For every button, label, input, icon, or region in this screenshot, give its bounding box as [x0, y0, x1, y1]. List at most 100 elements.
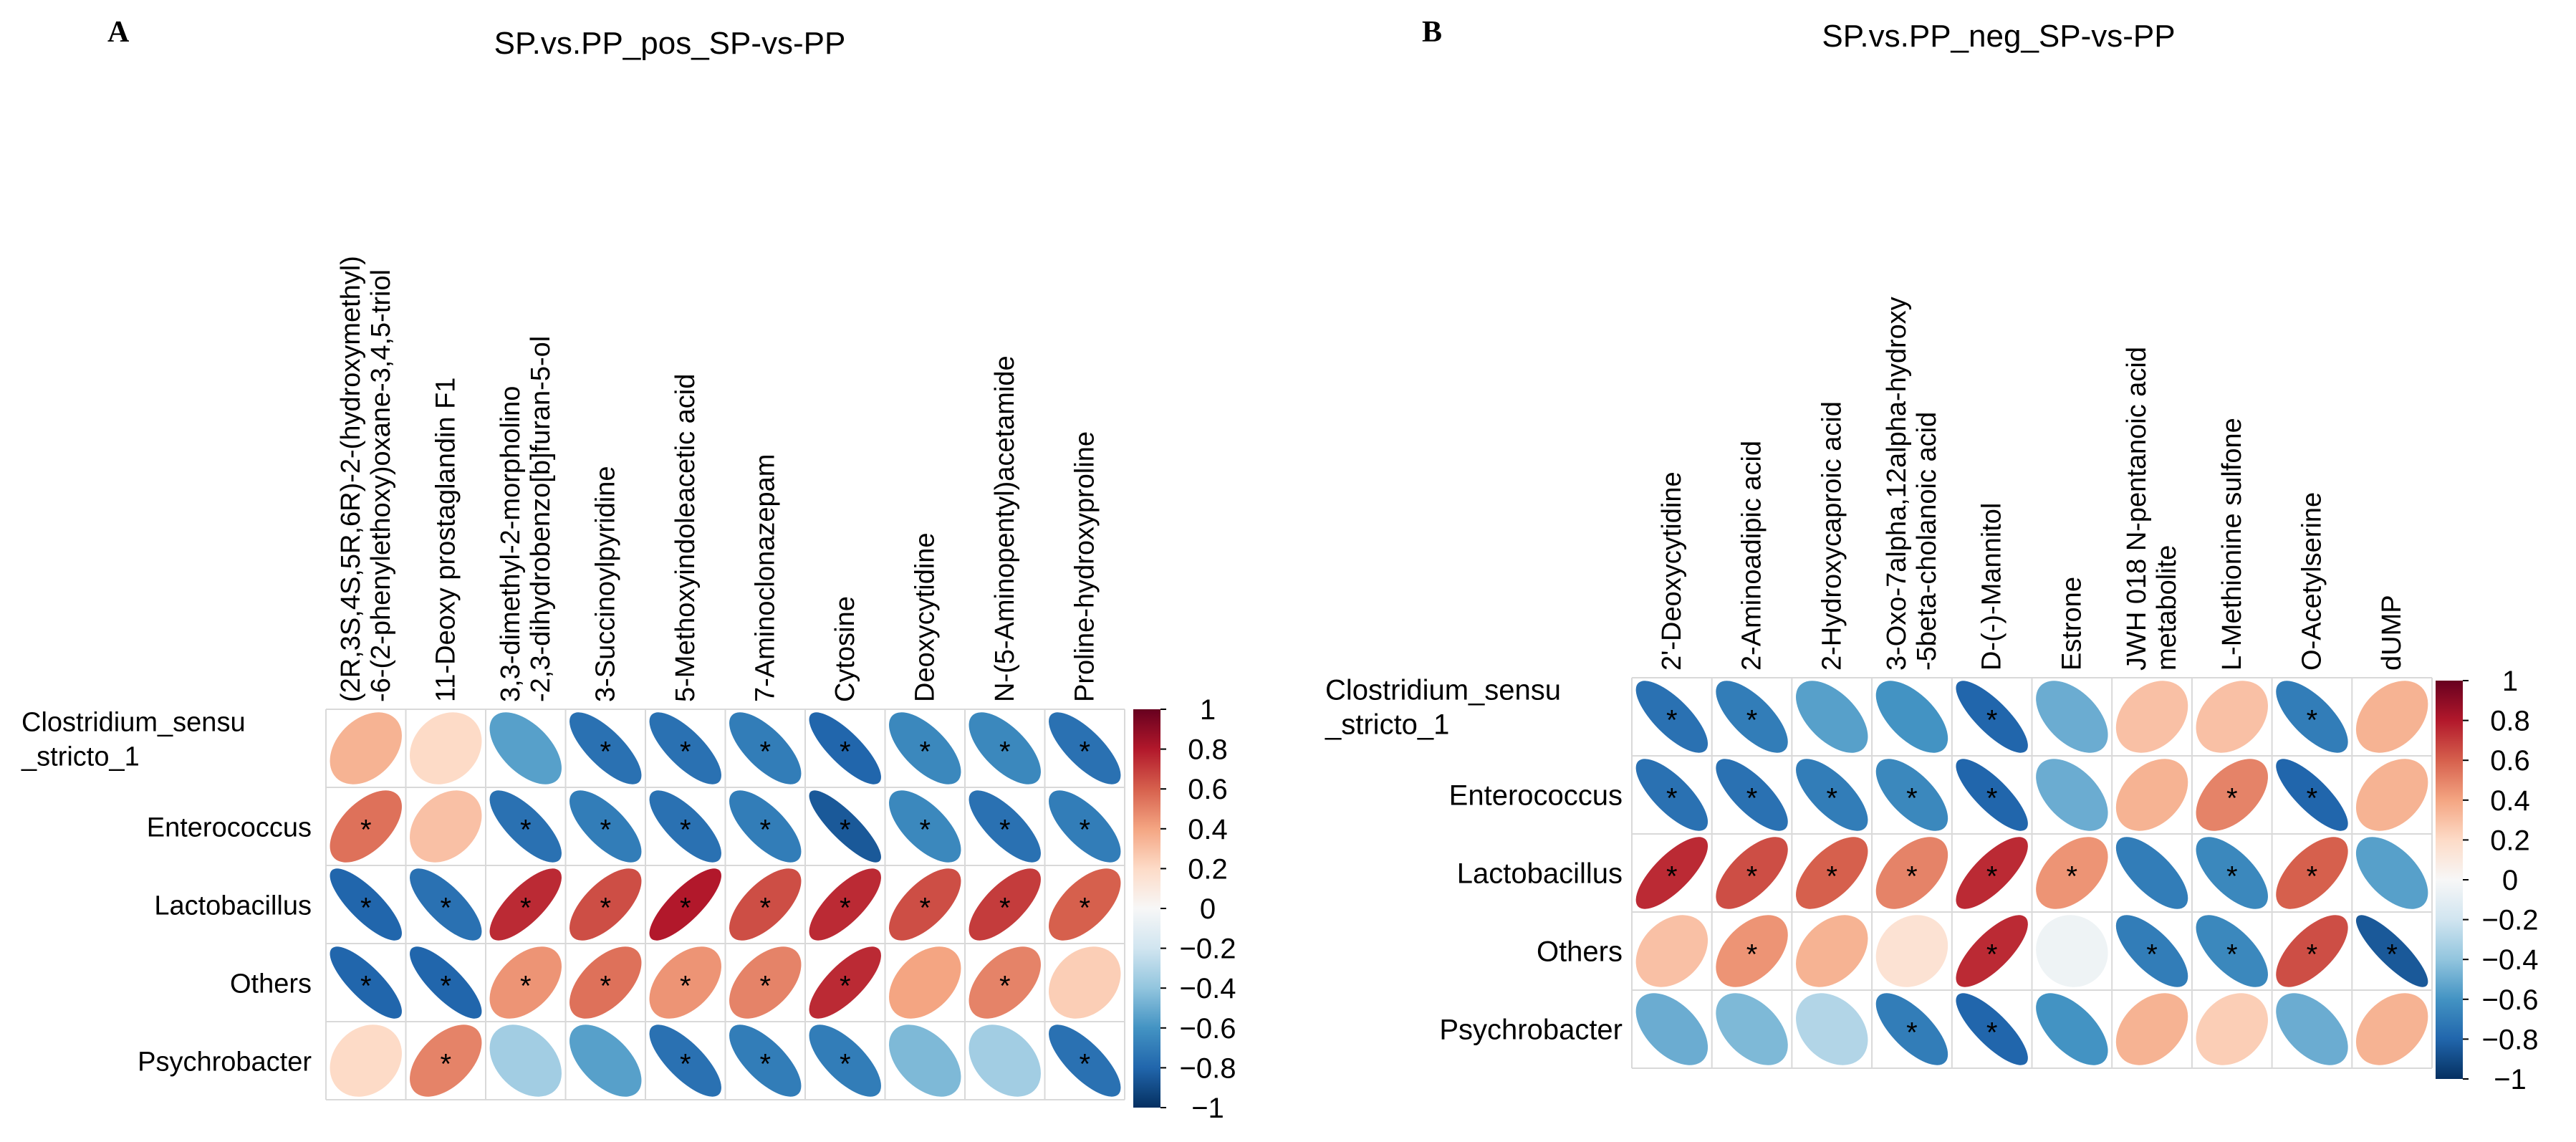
correlation-ellipse	[2115, 915, 2188, 987]
panel-a-correlation-grid: * * * * * * * * * * * * * * * * * * * * * * * * * * * * * * * * * * * * * * *	[325, 709, 1125, 1100]
correlation-ellipse	[489, 712, 562, 784]
correlation-ellipse	[809, 868, 881, 941]
column-label: N-(5-Aminopentyl)acetamide	[990, 355, 1020, 702]
significance-marker: *	[440, 971, 451, 1002]
significance-marker: *	[1986, 1017, 1998, 1049]
correlation-ellipse	[330, 946, 402, 1019]
correlation-ellipse	[969, 712, 1041, 784]
column-label: dUMP	[2377, 595, 2407, 671]
row-label: _stricto_1	[21, 742, 140, 772]
significance-marker: *	[1079, 736, 1090, 768]
significance-marker: *	[919, 736, 931, 768]
colorbar-tick-label: 0.8	[2490, 706, 2530, 737]
correlation-ellipse	[649, 868, 721, 941]
colorbar-tick-label: −0.2	[1180, 934, 1236, 965]
correlation-ellipse	[1049, 712, 1121, 784]
correlation-ellipse	[809, 1025, 881, 1097]
column-label: -6-(2-phenylethoxy)oxane-3,4,5-triol	[366, 269, 396, 702]
correlation-ellipse	[1049, 790, 1121, 863]
significance-marker: *	[1986, 705, 1998, 736]
correlation-ellipse	[2355, 759, 2428, 831]
colorbar-tick-label: 0.4	[2490, 785, 2530, 817]
significance-marker: *	[1746, 939, 1758, 971]
colorbar-tick-label: −0.2	[2482, 905, 2539, 936]
correlation-ellipse	[569, 946, 642, 1019]
significance-marker: *	[2386, 939, 2398, 971]
column-label: 2'-Deoxycytidine	[1657, 471, 1687, 671]
correlation-ellipse	[489, 1025, 562, 1097]
colorbar-tick-label: 0	[1200, 893, 1216, 925]
panel-b-label: B	[1422, 16, 1442, 49]
significance-marker: *	[600, 736, 611, 768]
significance-marker: *	[520, 893, 532, 924]
row-label: Lactobacillus	[1457, 858, 1623, 890]
significance-marker: *	[1986, 861, 1998, 893]
row-label: Others	[1537, 936, 1623, 968]
colorbar-tick-label: −1	[2494, 1064, 2527, 1095]
correlation-ellipse	[1956, 681, 2028, 753]
correlation-ellipse	[2196, 993, 2268, 1065]
correlation-ellipse	[1635, 681, 1708, 753]
correlation-ellipse	[1716, 681, 1788, 753]
correlation-ellipse	[2196, 681, 2268, 753]
significance-marker: *	[2146, 939, 2158, 971]
correlation-ellipse	[1716, 915, 1788, 987]
correlation-ellipse	[2276, 993, 2348, 1065]
correlation-ellipse	[2276, 837, 2348, 909]
colorbar-gradient	[1133, 709, 1160, 1108]
significance-marker: *	[2067, 861, 2078, 893]
colorbar-tick-label: 0.6	[2490, 745, 2530, 777]
correlation-ellipse	[2355, 681, 2428, 753]
significance-marker: *	[360, 971, 372, 1002]
significance-marker: *	[759, 815, 771, 846]
significance-marker: *	[759, 971, 771, 1002]
panel-b-row-labels: Clostridium_sensu_stricto_1 Enterococcus L…	[1325, 675, 1623, 1046]
correlation-ellipse	[1956, 993, 2028, 1065]
significance-marker: *	[360, 893, 372, 924]
correlation-ellipse	[569, 790, 642, 863]
significance-marker: *	[520, 971, 532, 1002]
significance-marker: *	[360, 815, 372, 846]
colorbar-tick-label: 0.8	[1188, 734, 1228, 766]
row-label: Psychrobacter	[138, 1047, 312, 1078]
significance-marker: *	[600, 815, 611, 846]
correlation-ellipse	[2276, 915, 2348, 987]
colorbar-tick-label: 0	[2502, 865, 2518, 896]
correlation-ellipse	[410, 946, 482, 1019]
panel-b-title: SP.vs.PP_neg_SP-vs-PP	[1822, 19, 2175, 54]
column-label: 3,3-dimethyl-2-morpholino	[496, 386, 526, 702]
panel-b: B SP.vs.PP_neg_SP-vs-PP * * * ** * * * * * ** * * * *…	[1325, 16, 2538, 1095]
correlation-ellipse	[410, 868, 482, 941]
correlation-ellipse	[2036, 993, 2108, 1065]
panel-a-colorbar: 1 0.8 0.6 0.4 0.2 0 −0.2 −0.4 −0.6 −0.8 −1	[1133, 694, 1236, 1124]
correlation-ellipse	[1796, 681, 1868, 753]
significance-marker: *	[1079, 893, 1090, 924]
correlation-ellipse	[410, 712, 482, 784]
row-label: Others	[230, 969, 312, 999]
significance-marker: *	[999, 893, 1011, 924]
significance-marker: *	[840, 815, 851, 846]
correlation-ellipse	[1796, 837, 1868, 909]
correlation-ellipse	[330, 1025, 402, 1097]
correlation-ellipse	[649, 1025, 721, 1097]
significance-marker: *	[1746, 705, 1758, 736]
panel-b-colorbar: 1 0.8 0.6 0.4 0.2 0 −0.2 −0.4 −0.6 −0.8 −1	[2436, 666, 2538, 1095]
column-label: 11-Deoxy prostaglandin F1	[431, 378, 461, 702]
column-label: Proline-hydroxyproline	[1070, 431, 1100, 702]
significance-marker: *	[680, 815, 691, 846]
correlation-ellipse	[1716, 759, 1788, 831]
significance-marker: *	[2226, 861, 2238, 893]
colorbar-tick-label: −0.8	[1180, 1052, 1236, 1084]
significance-marker: *	[1079, 1049, 1090, 1080]
correlation-ellipse	[2355, 993, 2428, 1065]
column-label: (2R,3S,4S,5R,6R)-2-(hydroxymethyl)	[336, 256, 366, 702]
significance-marker: *	[1906, 1017, 1918, 1049]
correlation-ellipse	[889, 946, 961, 1019]
correlation-ellipse	[1796, 759, 1868, 831]
correlation-ellipse	[489, 946, 562, 1019]
column-label: O-Acetylserine	[2297, 492, 2327, 671]
correlation-ellipse	[809, 712, 881, 784]
column-label: 7-Aminoclonazepam	[750, 454, 780, 702]
colorbar-tick-label: 0.2	[1188, 853, 1228, 885]
column-label: 2-Hydroxycaproic acid	[1817, 401, 1847, 671]
